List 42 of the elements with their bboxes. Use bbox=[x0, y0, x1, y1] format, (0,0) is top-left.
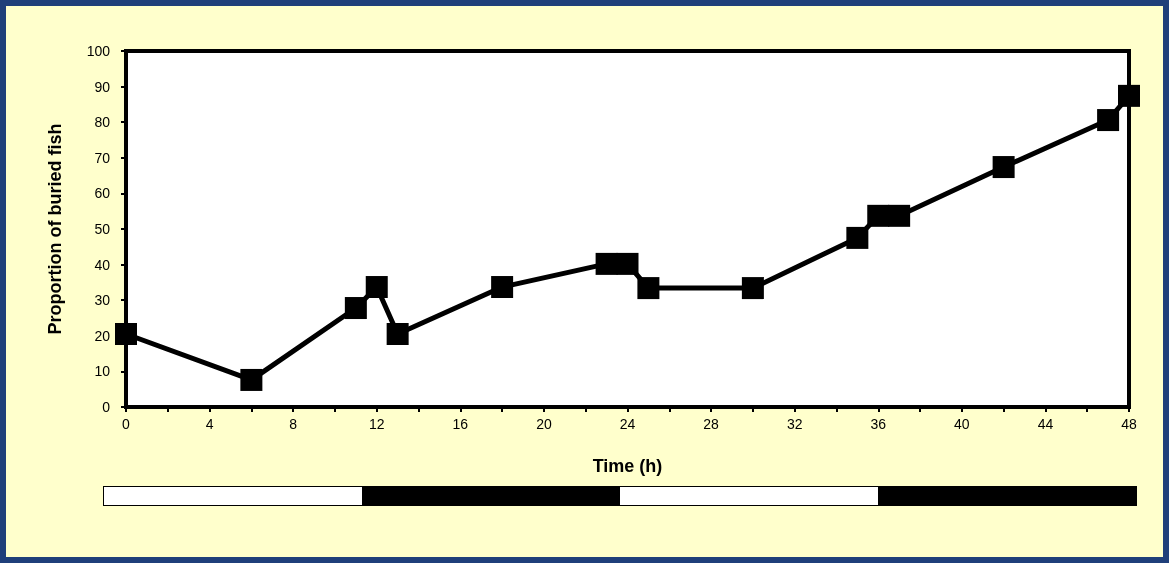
x-tick-label: 48 bbox=[1121, 416, 1137, 432]
point bbox=[240, 368, 263, 391]
point bbox=[115, 323, 137, 346]
point bbox=[867, 204, 890, 227]
x-tick-label: 4 bbox=[205, 416, 214, 432]
x-tick-label: 24 bbox=[619, 416, 636, 432]
point bbox=[386, 323, 409, 346]
y-tick-label: 100 bbox=[86, 43, 111, 59]
point bbox=[616, 252, 639, 275]
point bbox=[595, 252, 618, 275]
x-tick-label: 20 bbox=[536, 416, 552, 432]
x-tick-label: 16 bbox=[452, 416, 469, 432]
y-axis-title: Proportion of buried fish bbox=[45, 123, 65, 335]
point bbox=[741, 277, 764, 300]
x-tick-label: 44 bbox=[1037, 416, 1054, 432]
y-tick-label: 90 bbox=[94, 78, 111, 95]
x-tick-label: 12 bbox=[368, 416, 385, 432]
y-tick-label: 70 bbox=[94, 149, 111, 166]
y-tick-label: 50 bbox=[94, 221, 111, 237]
x-axis-title: Time (h) bbox=[592, 456, 663, 476]
point bbox=[1118, 84, 1140, 107]
y-tick-label: 80 bbox=[94, 114, 111, 131]
x-tick-label: 8 bbox=[289, 416, 298, 432]
y-tick-label: 40 bbox=[94, 256, 111, 273]
y-tick-label: 0 bbox=[102, 399, 111, 415]
x-tick-label: 28 bbox=[703, 416, 720, 432]
x-tick-label: 0 bbox=[122, 416, 131, 432]
x-tick-label: 40 bbox=[954, 416, 970, 432]
x-tick-label: 32 bbox=[786, 416, 803, 432]
x-tick-label: 36 bbox=[870, 416, 887, 432]
point bbox=[344, 297, 367, 320]
point bbox=[491, 276, 514, 299]
point bbox=[846, 226, 869, 249]
point bbox=[365, 276, 388, 299]
point bbox=[888, 204, 911, 227]
point bbox=[1097, 109, 1120, 132]
point bbox=[992, 156, 1015, 179]
y-tick-label: 30 bbox=[94, 292, 111, 309]
y-tick-label: 10 bbox=[94, 363, 111, 380]
y-tick-label: 60 bbox=[94, 185, 111, 202]
y-tick-label: 20 bbox=[94, 327, 111, 344]
point bbox=[637, 277, 660, 300]
